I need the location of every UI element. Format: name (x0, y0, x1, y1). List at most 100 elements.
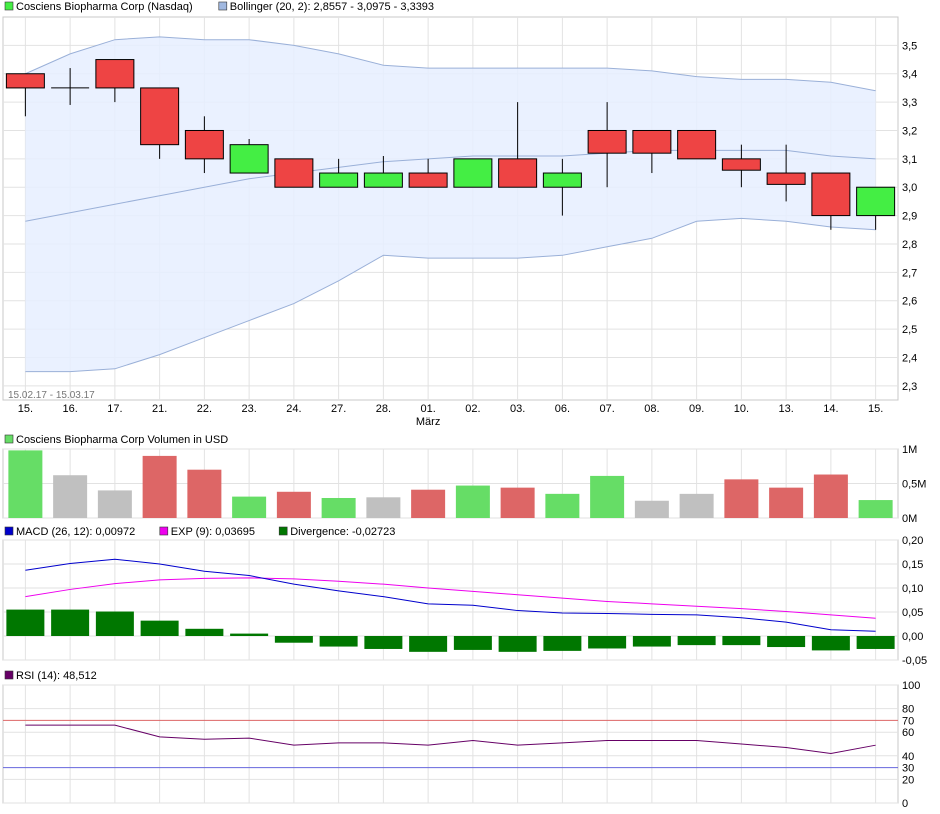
volume-tick-label: 0M (902, 513, 917, 525)
rsi-tick-label: 80 (902, 704, 914, 716)
volume-bar (53, 475, 88, 518)
candle-body (408, 172, 448, 188)
rsi-tick-label: 70 (902, 715, 914, 727)
macd-legend-label-2: Divergence: -0,02723 (290, 526, 395, 538)
divergence-bar (722, 636, 761, 646)
macd-tick-label: -0,05 (902, 655, 927, 667)
rsi-line (25, 724, 876, 754)
rsi-legend-label-0: RSI (14): 48,512 (16, 670, 97, 682)
price-legend-swatch-1 (218, 1, 228, 11)
volume-legend-swatch-0 (4, 434, 14, 444)
divergence-bar (319, 636, 358, 647)
macd-tick-label: 0,05 (902, 607, 923, 619)
volume-bar (97, 490, 132, 518)
divergence-bar (632, 636, 671, 647)
x-tick-label: 24. (286, 403, 301, 415)
volume-bar (187, 469, 222, 518)
x-tick-label: 10. (734, 403, 749, 415)
rsi-tick-label: 30 (902, 763, 914, 775)
x-tick-label: 23. (241, 403, 256, 415)
candle-body (587, 129, 627, 154)
rsi-tick-label: 20 (902, 774, 914, 786)
volume-tick-label: 0,5M (902, 479, 926, 491)
x-tick-label: 21. (152, 403, 167, 415)
price-tick-label: 2,6 (902, 296, 917, 308)
price-legend-label-0: Cosciens Biopharma Corp (Nasdaq) (16, 1, 193, 13)
divergence-bar (453, 636, 492, 650)
volume-bar (276, 491, 311, 518)
volume-bar (813, 474, 848, 518)
candle-body (498, 158, 538, 188)
price-tick-label: 2,7 (902, 267, 917, 279)
rsi-tick-label: 100 (902, 680, 920, 692)
price-tick-label: 2,5 (902, 324, 917, 336)
x-tick-label: 27. (331, 403, 346, 415)
bollinger-lower-line (25, 217, 876, 373)
x-tick-label: 22. (197, 403, 212, 415)
rsi-tick-label: 40 (902, 751, 914, 763)
volume-bar (321, 497, 356, 518)
macd-legend-label-1: EXP (9): 0,03695 (171, 526, 255, 538)
macd-legend-swatch-2 (278, 526, 288, 536)
macd-line (25, 558, 876, 632)
candle-body (721, 158, 761, 171)
rsi-panel (2, 684, 899, 804)
divergence-bar (185, 628, 224, 636)
x-tick-label: 28. (376, 403, 391, 415)
divergence-bar (230, 633, 269, 636)
price-tick-label: 2,8 (902, 239, 917, 251)
price-tick-label: 3,2 (902, 125, 917, 137)
volume-bar (679, 493, 714, 518)
macd-tick-label: 0,10 (902, 583, 923, 595)
divergence-bar (543, 636, 582, 651)
x-tick-label: 08. (644, 403, 659, 415)
x-tick-label: 17. (107, 403, 122, 415)
candle-body (856, 186, 896, 217)
x-tick-label: 02. (465, 403, 480, 415)
rsi-tick-label: 60 (902, 727, 914, 739)
price-tick-label: 2,4 (902, 352, 917, 364)
divergence-bar (364, 636, 403, 649)
signal-line (25, 577, 876, 619)
x-tick-label: 13. (778, 403, 793, 415)
rsi-legend-swatch-0 (4, 670, 14, 680)
candle-body (811, 172, 851, 217)
macd-legend-swatch-1 (159, 526, 169, 536)
price-tick-label: 3,0 (902, 182, 917, 194)
price-tick-label: 2,9 (902, 211, 917, 223)
volume-bar (232, 496, 267, 518)
price-tick-label: 3,5 (902, 40, 917, 52)
volume-bar (411, 489, 446, 518)
macd-tick-label: 0,20 (902, 535, 923, 547)
candle-body (184, 129, 224, 160)
bollinger-middle-line (25, 149, 876, 222)
candle-body (542, 172, 582, 188)
volume-legend-label-0: Cosciens Biopharma Corp Volumen in USD (16, 434, 228, 446)
divergence-bar (677, 636, 716, 646)
x-tick-label: 07. (599, 403, 614, 415)
candle-body (677, 129, 717, 160)
divergence-bar (588, 636, 627, 649)
divergence-bar (51, 609, 90, 636)
x-tick-label: 15. (18, 403, 33, 415)
volume-bar (634, 500, 669, 518)
price-legend-swatch-0 (4, 1, 14, 11)
volume-bar (455, 485, 490, 518)
price-tick-label: 3,3 (902, 97, 917, 109)
date-range-label: 15.02.17 - 15.03.17 (8, 390, 95, 401)
volume-bar (545, 493, 580, 518)
bollinger-upper-line (25, 36, 876, 92)
x-tick-label: 14. (823, 403, 838, 415)
divergence-bar (274, 636, 313, 643)
price-legend-label-1: Bollinger (20, 2): 2,8557 - 3,0975 - 3,3… (230, 1, 434, 13)
candle-body (319, 172, 359, 188)
volume-bar (366, 497, 401, 518)
volume-bar (724, 479, 759, 518)
candle-body (766, 172, 806, 185)
divergence-bar (140, 620, 179, 636)
divergence-bar (6, 609, 45, 636)
x-tick-label: 16. (62, 403, 77, 415)
x-tick-label: 03. (510, 403, 525, 415)
volume-tick-label: 1M (902, 444, 917, 456)
macd-legend-label-0: MACD (26, 12): 0,00972 (16, 526, 135, 538)
